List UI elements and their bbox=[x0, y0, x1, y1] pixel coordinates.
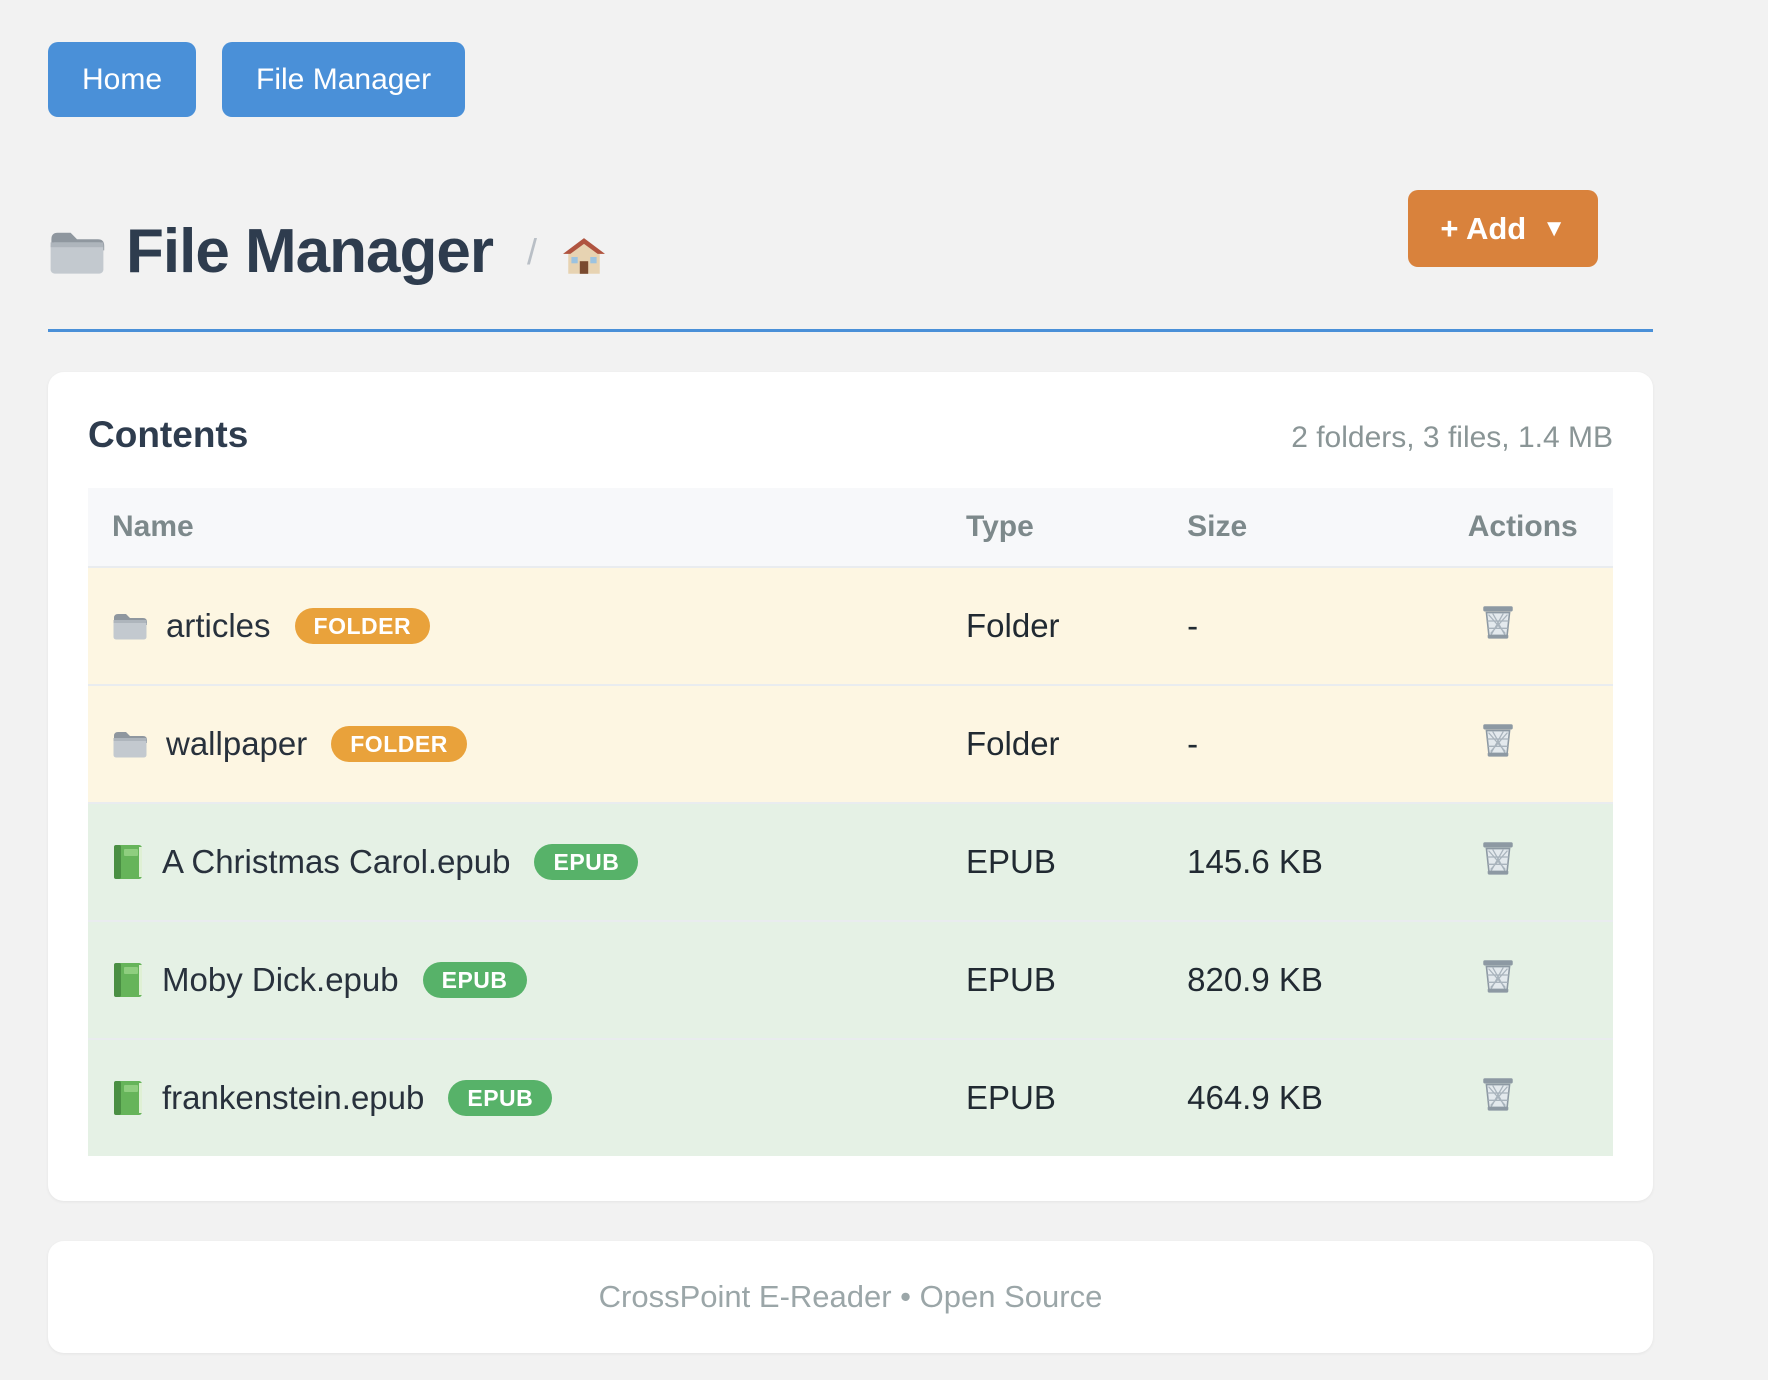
footer-text: CrossPoint E-Reader • Open Source bbox=[598, 1279, 1103, 1314]
delete-button[interactable] bbox=[1480, 838, 1516, 878]
delete-button[interactable] bbox=[1480, 956, 1516, 996]
table-row: A Christmas Carol.epub EPUB EPUB 145.6 K… bbox=[88, 803, 1613, 921]
column-header-type: Type bbox=[942, 488, 1164, 567]
file-name-link[interactable]: A Christmas Carol.epub bbox=[162, 843, 511, 880]
folder-icon bbox=[112, 729, 148, 759]
delete-button[interactable] bbox=[1480, 720, 1516, 760]
size-cell: - bbox=[1187, 607, 1199, 644]
page-title: File Manager bbox=[126, 217, 494, 286]
caret-down-icon: ▼ bbox=[1542, 215, 1566, 242]
trash-icon bbox=[1480, 956, 1516, 996]
trash-icon bbox=[1480, 720, 1516, 760]
table-row: Moby Dick.epub EPUB EPUB 820.9 KB bbox=[88, 921, 1613, 1039]
column-header-name: Name bbox=[88, 488, 942, 567]
home-breadcrumb-link[interactable] bbox=[563, 237, 606, 276]
table-row: articles FOLDER Folder - bbox=[88, 567, 1613, 685]
top-nav: Home File Manager bbox=[48, 42, 1653, 117]
breadcrumb-separator: / bbox=[527, 230, 538, 272]
add-button[interactable]: + Add ▼ bbox=[1408, 190, 1598, 267]
title-wrap: File Manager / bbox=[48, 216, 606, 287]
size-cell: 145.6 KB bbox=[1187, 843, 1323, 880]
house-icon bbox=[563, 237, 606, 276]
add-button-label: + Add bbox=[1440, 211, 1527, 246]
book-icon bbox=[112, 962, 144, 998]
book-icon bbox=[112, 844, 144, 880]
trash-icon bbox=[1480, 838, 1516, 878]
trash-icon bbox=[1480, 1074, 1516, 1114]
contents-summary: 2 folders, 3 files, 1.4 MB bbox=[1291, 421, 1613, 454]
file-name-link[interactable]: frankenstein.epub bbox=[162, 1079, 425, 1116]
trash-icon bbox=[1480, 602, 1516, 642]
type-cell: EPUB bbox=[966, 1079, 1056, 1116]
type-badge: FOLDER bbox=[331, 726, 467, 762]
page-header: File Manager / + Add ▼ bbox=[48, 190, 1653, 332]
type-badge: FOLDER bbox=[294, 608, 431, 644]
file-manager-button[interactable]: File Manager bbox=[222, 42, 466, 117]
size-cell: 464.9 KB bbox=[1187, 1079, 1323, 1116]
size-cell: 820.9 KB bbox=[1187, 961, 1323, 998]
type-cell: Folder bbox=[966, 607, 1060, 644]
file-name-link[interactable]: Moby Dick.epub bbox=[162, 961, 399, 998]
type-badge: EPUB bbox=[422, 962, 527, 998]
type-cell: EPUB bbox=[966, 843, 1056, 880]
footer-card: CrossPoint E-Reader • Open Source bbox=[48, 1241, 1653, 1353]
column-header-size: Size bbox=[1163, 488, 1444, 567]
home-button[interactable]: Home bbox=[48, 42, 197, 117]
file-name-link[interactable]: articles bbox=[166, 607, 271, 644]
folder-icon bbox=[48, 228, 106, 276]
type-cell: EPUB bbox=[966, 961, 1056, 998]
book-icon bbox=[112, 1080, 144, 1116]
type-badge: EPUB bbox=[534, 844, 639, 880]
table-row: wallpaper FOLDER Folder - bbox=[88, 685, 1613, 803]
file-name-link[interactable]: wallpaper bbox=[166, 725, 308, 762]
contents-card-head: Contents 2 folders, 3 files, 1.4 MB bbox=[88, 414, 1613, 456]
size-cell: - bbox=[1187, 725, 1199, 762]
type-cell: Folder bbox=[966, 725, 1060, 762]
table-row: frankenstein.epub EPUB EPUB 464.9 KB bbox=[88, 1039, 1613, 1156]
contents-table: Name Type Size Actions bbox=[88, 488, 1613, 1156]
type-badge: EPUB bbox=[448, 1080, 553, 1116]
contents-title: Contents bbox=[88, 414, 249, 455]
table-header-row: Name Type Size Actions bbox=[88, 488, 1613, 567]
delete-button[interactable] bbox=[1480, 602, 1516, 642]
column-header-actions: Actions bbox=[1443, 488, 1613, 567]
contents-card: Contents 2 folders, 3 files, 1.4 MB Name… bbox=[48, 372, 1653, 1201]
page: Home File Manager File Manager / bbox=[48, 0, 1653, 1353]
delete-button[interactable] bbox=[1480, 1074, 1516, 1114]
folder-icon bbox=[112, 611, 148, 641]
